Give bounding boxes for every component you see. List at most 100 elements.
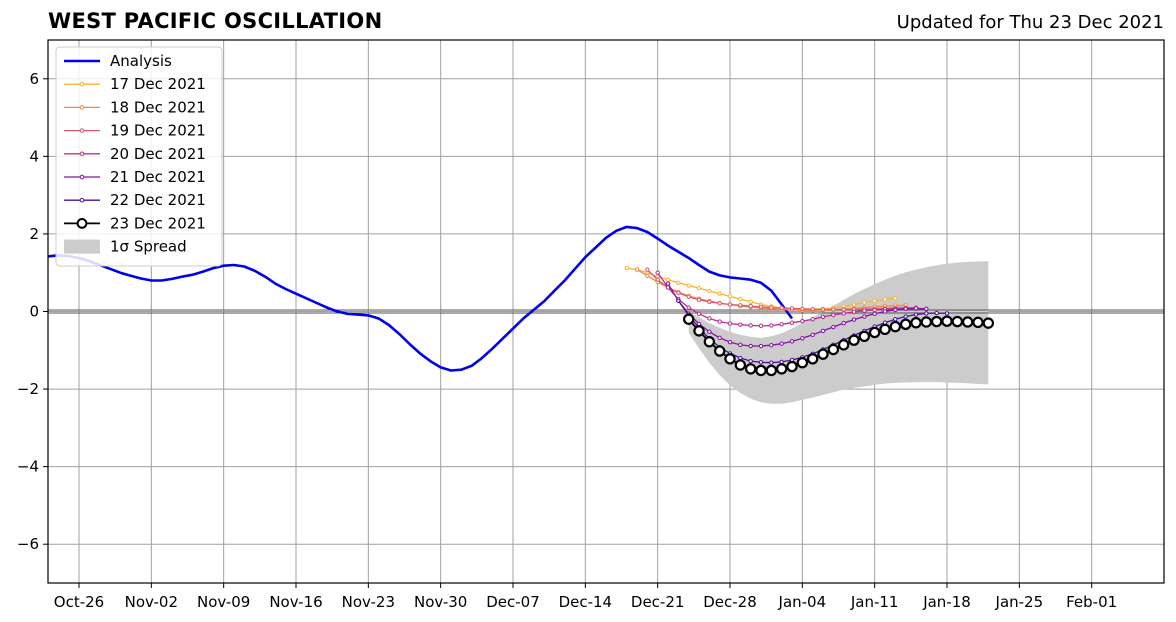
forecast-point-f21: [862, 314, 867, 319]
forecast-point-f23: [899, 318, 912, 330]
forecast-point-f20: [696, 311, 702, 317]
forecast-point-f19: [645, 267, 650, 272]
forecast-point-f22: [748, 358, 753, 364]
forecast-point-f19: [696, 297, 702, 303]
forecast-point-f17: [727, 294, 733, 299]
x-tick-label: Nov-30: [414, 593, 467, 611]
legend-swatch-marker: [79, 151, 85, 157]
forecast-point-f22: [779, 359, 784, 365]
forecast-point-f19: [676, 290, 681, 296]
forecast-point-f19: [789, 306, 795, 311]
forecast-point-f21: [872, 311, 877, 317]
forecast-point-f19: [800, 306, 805, 311]
forecast-point-f23: [879, 323, 891, 336]
forecast-point-f19: [841, 307, 846, 312]
forecast-point-f20: [727, 321, 733, 326]
forecast-point-f21: [903, 306, 908, 311]
x-tick-label: Oct-26: [54, 593, 104, 611]
forecast-point-f21: [707, 329, 712, 334]
forecast-point-f22: [893, 317, 898, 322]
legend-label: 17 Dec 2021: [110, 75, 206, 93]
legend-label: 22 Dec 2021: [110, 191, 206, 209]
forecast-point-f21: [800, 336, 805, 341]
forecast-point-f19: [707, 299, 712, 305]
forecast-point-f23: [910, 317, 922, 329]
forecast-point-f23: [713, 345, 726, 357]
forecast-point-f18: [634, 267, 640, 272]
y-tick-label: −4: [17, 458, 39, 476]
forecast-point-f19: [655, 277, 660, 282]
forecast-point-f19: [727, 302, 733, 307]
forecast-point-f18: [645, 273, 650, 279]
forecast-point-f19: [820, 307, 826, 312]
forecast-point-f20: [810, 317, 815, 322]
forecast-point-f23: [693, 325, 705, 337]
forecast-point-f21: [717, 335, 722, 341]
forecast-point-f21: [913, 306, 919, 311]
forecast-point-f21: [748, 343, 753, 349]
forecast-point-f20: [738, 322, 743, 327]
x-tick-label: Jan-04: [778, 593, 827, 611]
forecast-point-f21: [810, 332, 815, 337]
forecast-point-f19: [769, 305, 774, 310]
forecast-point-f23: [972, 316, 984, 329]
legend-swatch-marker: [76, 218, 88, 229]
forecast-point-f22: [676, 298, 681, 303]
forecast-point-f17: [676, 280, 681, 285]
forecast-point-f23: [837, 339, 850, 351]
legend-label: 21 Dec 2021: [110, 168, 206, 186]
forecast-point-f21: [831, 324, 836, 330]
forecast-point-f23: [951, 315, 964, 328]
forecast-point-f23: [786, 360, 798, 373]
forecast-point-f17: [696, 286, 702, 291]
forecast-point-f20: [851, 309, 857, 315]
forecast-point-f22: [903, 314, 908, 319]
forecast-point-f23: [817, 348, 829, 360]
x-tick-label: Jan-18: [922, 593, 971, 611]
legend-label: Analysis: [110, 52, 172, 70]
forecast-point-f20: [789, 320, 795, 325]
chart-legend: Analysis 17 Dec 2021 18 Dec 2021 19 Dec 202…: [55, 46, 223, 267]
y-tick-label: −6: [17, 535, 39, 553]
forecast-point-f20: [707, 316, 712, 321]
forecast-point-f23: [961, 316, 974, 328]
forecast-point-f17: [748, 299, 753, 305]
forecast-point-f23: [775, 363, 788, 375]
forecast-point-f21: [893, 307, 898, 313]
zero-line-layer: [48, 309, 1164, 314]
forecast-point-f23: [806, 353, 819, 365]
forecast-point-f19: [738, 303, 743, 308]
x-tick-label: Dec-07: [486, 593, 540, 611]
forecast-point-f21: [769, 343, 774, 348]
forecast-point-f19: [717, 301, 722, 306]
forecast-point-f21: [924, 306, 929, 311]
legend-swatch-marker: [79, 81, 85, 87]
forecast-point-f23: [703, 336, 716, 348]
forecast-point-f21: [727, 339, 733, 345]
forecast-point-f20: [779, 322, 784, 327]
legend-label: 18 Dec 2021: [110, 98, 206, 116]
legend-swatch-marker: [79, 197, 85, 203]
forecast-point-f21: [758, 343, 764, 349]
x-tick-label: Dec-14: [559, 593, 613, 611]
axes-layer: −6 −4 −2 0 2 4 6 Oct-26 Nov-02 Nov-09 Nov-16 Nov-23…: [17, 39, 1165, 611]
forecast-point-f22: [924, 311, 929, 316]
forecast-point-f23: [682, 313, 695, 325]
forecast-point-f23: [930, 315, 943, 328]
spread-layer: [688, 261, 989, 404]
forecast-point-f19: [779, 305, 784, 311]
y-tick-label: 2: [29, 225, 39, 243]
forecast-point-f17: [665, 277, 671, 282]
legend-swatch-marker: [79, 105, 85, 110]
forecast-point-f22: [913, 312, 919, 317]
forecast-point-f20: [655, 270, 660, 275]
x-tick-label: Nov-09: [197, 593, 250, 611]
forecast-point-f22: [944, 311, 950, 316]
forecast-point-f23: [858, 330, 871, 343]
forecast-point-f23: [734, 359, 747, 371]
forecast-point-f19: [810, 306, 815, 312]
forecast-point-f23: [848, 334, 860, 346]
legend-box: [55, 46, 223, 267]
x-tick-label: Nov-16: [269, 593, 322, 611]
